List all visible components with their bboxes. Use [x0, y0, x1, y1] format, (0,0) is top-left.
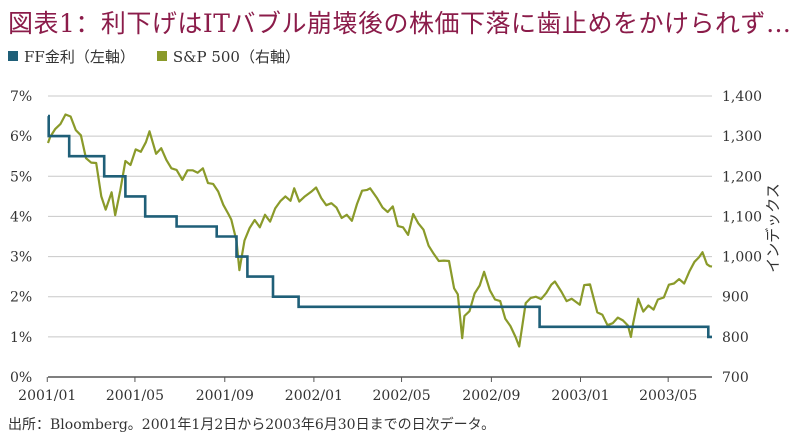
legend-swatch-sp: [156, 51, 167, 61]
source-note: 出所：Bloomberg。2001年1月2日から2003年6月30日までの日次デ…: [8, 417, 496, 433]
x-tick-label: 2003/01: [551, 388, 609, 404]
left-tick-label: 4%: [10, 209, 32, 225]
right-tick-label: 1,000: [722, 250, 762, 266]
legend-swatch-ff: [8, 51, 18, 61]
left-axis: 0% 1% 2% 3% 4% 5% 6% 7%: [10, 89, 32, 386]
x-tick-label: 2001/01: [18, 388, 76, 404]
left-tick-label: 3%: [10, 250, 32, 266]
series-line-ff-rate: [47, 114, 712, 339]
right-tick-label: 1,300: [722, 129, 762, 145]
x-tick-label: 2003/05: [639, 388, 697, 404]
right-tick-label: 800: [722, 330, 749, 346]
right-tick-label: 1,400: [722, 89, 762, 105]
right-tick-label: 1,200: [722, 169, 762, 185]
left-tick-label: 2%: [10, 290, 32, 306]
x-tick-label: 2001/05: [106, 388, 164, 404]
series-layer: [46, 113, 713, 348]
x-tick-label: 2002/09: [462, 388, 520, 404]
left-tick-label: 1%: [10, 330, 32, 346]
chart-title: 図表1：利下げはITバブル崩壊後の株価下落に歯止めをかけられず…: [8, 9, 792, 38]
x-axis: 2001/01 2001/05 2001/09 2002/01 2002/05 2002/…: [18, 377, 697, 404]
left-tick-label: 7%: [10, 89, 32, 105]
right-tick-label: 700: [722, 370, 749, 386]
x-tick-label: 2001/09: [196, 388, 254, 404]
right-axis-label: インデックス: [764, 183, 782, 273]
legend-item-ff: FF金利（左軸）: [8, 46, 135, 67]
legend-label-sp: S&P 500（右軸）: [172, 47, 300, 66]
left-tick-label: 5%: [10, 169, 32, 185]
right-tick-label: 900: [722, 290, 749, 306]
x-tick-label: 2002/01: [285, 388, 343, 404]
series-line-sp500: [46, 113, 713, 348]
right-tick-label: 1,100: [722, 209, 762, 225]
x-tick-label: 2002/05: [372, 388, 430, 404]
left-tick-label: 0%: [10, 370, 32, 386]
legend-item-sp: S&P 500（右軸）: [156, 46, 300, 67]
chart-legend: FF金利（左軸） S&P 500（右軸）: [8, 45, 322, 67]
right-axis: 700 800 900 1,000 1,100 1,200 1,300 1,400: [722, 89, 762, 386]
legend-label-ff: FF金利（左軸）: [24, 47, 135, 66]
left-tick-label: 6%: [10, 129, 32, 145]
